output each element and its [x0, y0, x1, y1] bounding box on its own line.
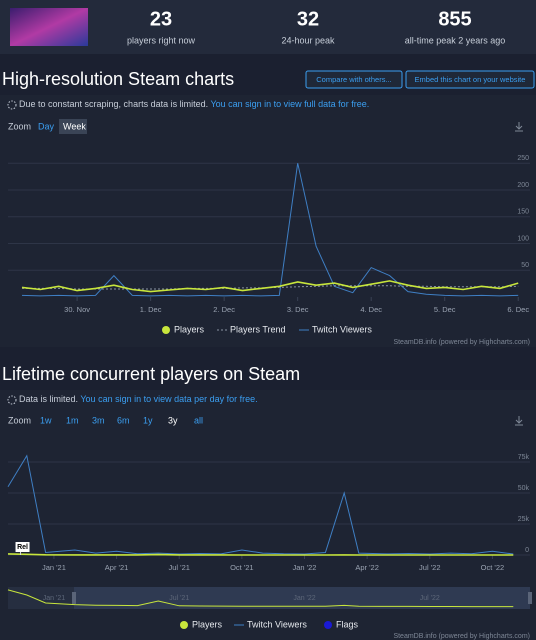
- navigator-tick-label: Jan '22: [293, 595, 315, 602]
- legend-label[interactable]: Flags: [336, 619, 359, 629]
- zoom-button[interactable]: 3m: [92, 415, 105, 425]
- y-tick-label: 50: [521, 262, 529, 269]
- series-line: [7, 454, 514, 555]
- stat-value: 23: [150, 8, 172, 30]
- zoom-label: Zoom: [8, 415, 31, 425]
- x-tick-label: 30. Nov: [64, 305, 90, 314]
- download-icon[interactable]: [515, 416, 523, 426]
- section-title: High-resolution Steam charts: [2, 69, 234, 89]
- stat-label: 24-hour peak: [281, 35, 335, 45]
- notice-text: Due to constant scraping, charts data is…: [19, 99, 208, 109]
- y-tick-label: 50k: [518, 485, 530, 492]
- navigator-tick-label: Jan '21: [43, 595, 65, 602]
- legend-marker: [180, 621, 188, 629]
- notice-link[interactable]: You can sign in to view data per day for…: [80, 394, 257, 404]
- stat-value: 855: [438, 8, 471, 30]
- y-tick-label: 100: [517, 235, 529, 242]
- zoom-selected: [59, 119, 87, 134]
- navigator-handle[interactable]: [72, 592, 76, 604]
- stat-value: 32: [297, 8, 319, 30]
- legend-label[interactable]: Players: [192, 619, 223, 629]
- flag-label: Rel: [17, 544, 28, 551]
- zoom-button[interactable]: Day: [38, 121, 55, 131]
- x-tick-label: Apr '21: [105, 563, 129, 572]
- flag: [15, 542, 30, 552]
- zoom-button[interactable]: Week: [63, 121, 86, 131]
- x-tick-label: Apr '22: [355, 563, 379, 572]
- zoom-label: Zoom: [8, 121, 31, 131]
- legend-label[interactable]: Players: [174, 324, 205, 334]
- info-icon: [7, 395, 17, 405]
- x-tick-label: 4. Dec: [360, 305, 382, 314]
- series-line: [21, 280, 519, 293]
- legend-label[interactable]: Twitch Viewers: [312, 324, 372, 334]
- button[interactable]: [405, 70, 535, 89]
- x-tick-label: 5. Dec: [434, 305, 456, 314]
- y-tick-label: 0: [525, 547, 529, 554]
- notice-link[interactable]: You can sign in to view full data for fr…: [210, 99, 369, 109]
- y-tick-label: 250: [517, 155, 529, 162]
- legend-label[interactable]: Twitch Viewers: [247, 619, 307, 629]
- y-tick-label: 75k: [518, 454, 530, 461]
- notice: Due to constant scraping, charts data is…: [19, 99, 369, 109]
- notice-text: Data is limited.: [19, 394, 78, 404]
- stat-label: players right now: [127, 35, 196, 45]
- zoom-button[interactable]: all: [194, 415, 203, 425]
- series-line: [21, 163, 519, 297]
- credit: SteamDB.info (powered by Highcharts.com): [393, 633, 530, 640]
- legend-marker: [324, 621, 332, 629]
- x-tick-label: 6. Dec: [507, 305, 529, 314]
- navigator-handle[interactable]: [528, 592, 532, 604]
- legend-label[interactable]: Players Trend: [230, 324, 286, 334]
- x-tick-label: Oct '21: [230, 563, 254, 572]
- zoom-button[interactable]: 1m: [66, 415, 79, 425]
- y-tick-label: 25k: [518, 516, 530, 523]
- x-tick-label: 1. Dec: [140, 305, 162, 314]
- navigator-window: [74, 587, 530, 609]
- info-icon: [7, 100, 17, 110]
- legend-marker: [162, 326, 170, 334]
- game-thumbnail[interactable]: [10, 8, 88, 46]
- zoom-button[interactable]: 1y: [143, 415, 153, 425]
- zoom-button[interactable]: 3y: [168, 415, 178, 425]
- x-tick-label: 3. Dec: [287, 305, 309, 314]
- y-tick-label: 150: [517, 209, 529, 216]
- x-tick-label: Jan '21: [42, 563, 66, 572]
- navigator-line: [7, 589, 514, 608]
- stat-label: all-time peak 2 years ago: [405, 35, 506, 45]
- navigator-tick-label: Jul '21: [169, 595, 189, 602]
- x-tick-label: Oct '22: [481, 563, 505, 572]
- navigator-tick-label: Jul '22: [420, 595, 440, 602]
- zoom-button[interactable]: 1w: [40, 415, 52, 425]
- x-tick-label: 2. Dec: [213, 305, 235, 314]
- section-title: Lifetime concurrent players on Steam: [2, 364, 300, 384]
- credit: SteamDB.info (powered by Highcharts.com): [393, 339, 530, 346]
- x-tick-label: Jul '22: [419, 563, 440, 572]
- y-tick-label: 200: [517, 182, 529, 189]
- button-label[interactable]: Compare with others...: [316, 75, 391, 84]
- x-tick-label: Jul '21: [168, 563, 189, 572]
- chart-panel: [0, 95, 536, 347]
- notice: Data is limited. You can sign in to view…: [19, 394, 258, 404]
- x-tick-label: Jan '22: [293, 563, 317, 572]
- button-label[interactable]: Embed this chart on your website: [415, 75, 526, 84]
- series-line: [7, 553, 514, 556]
- button[interactable]: [305, 70, 403, 89]
- download-icon[interactable]: [515, 122, 523, 132]
- zoom-button[interactable]: 6m: [117, 415, 130, 425]
- top-bar: [0, 0, 536, 54]
